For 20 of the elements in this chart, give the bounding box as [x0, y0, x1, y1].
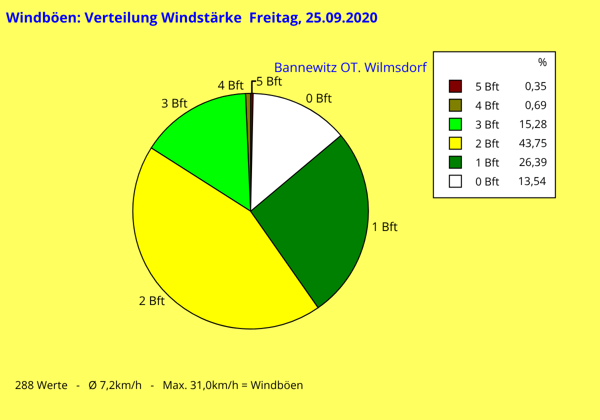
slice-label: 1 Bft	[372, 218, 398, 236]
legend-label: 4 Bft	[475, 98, 500, 114]
data-label: 0,69	[525, 98, 547, 113]
slice-label: 3 Bft	[161, 94, 188, 112]
chart-title: Windböen: Verteilung Windstärke Freitag, 25.09.2020	[6, 8, 378, 28]
text: 288 Werte - Ø 7,2km/h - Max. 31,0km/h = Windböen	[15, 378, 304, 393]
legend-label: 3 Bft	[475, 117, 500, 132]
legend-title: %	[538, 55, 548, 70]
legend-label: 0 Bft	[475, 174, 500, 190]
data-label: 15,28	[519, 117, 548, 132]
slice-label: 4 Bft	[218, 76, 244, 94]
slice-label: 2 Bft	[138, 292, 165, 310]
data-label: 0,35	[525, 79, 547, 94]
legend-label: 2 Bft	[475, 136, 500, 152]
data-label: 43,75	[519, 136, 548, 151]
legend-label: 5 Bft	[475, 79, 500, 94]
legend-label: 1 Bft	[475, 155, 500, 170]
data-label: 26,39	[519, 155, 548, 170]
slice-label: 0 Bft	[306, 90, 332, 107]
data-label: 13,54	[518, 174, 547, 189]
